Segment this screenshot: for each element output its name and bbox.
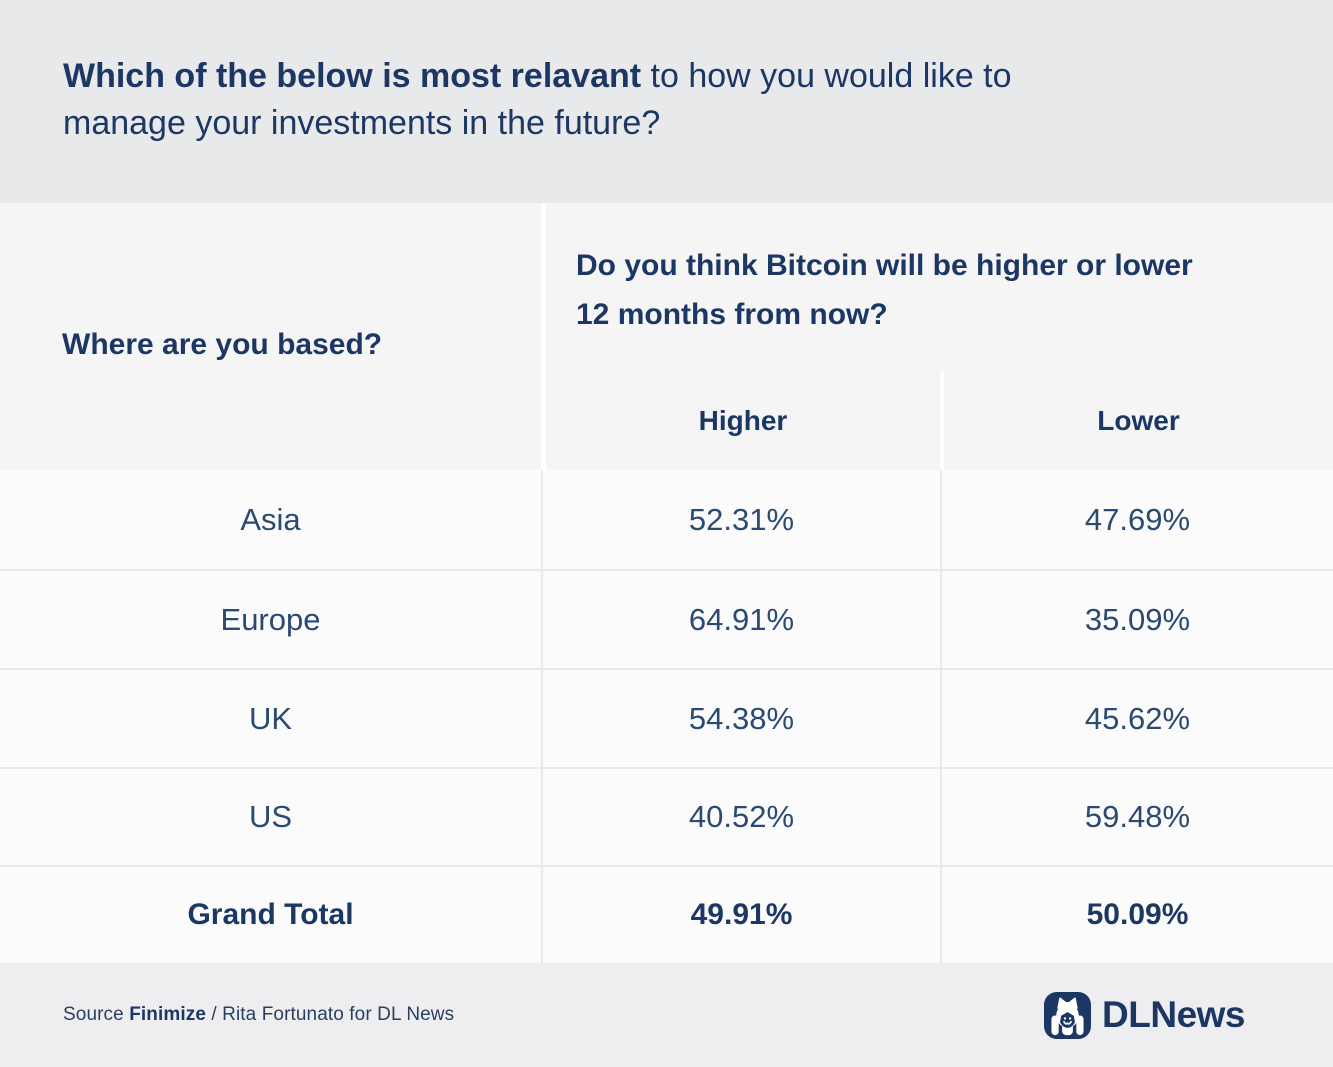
source-label: Source — [63, 1004, 130, 1025]
footer: Source Finimize / Rita Fortunato for DL … — [0, 963, 1333, 1067]
title-line-1: Which of the below is most relavant to h… — [63, 53, 1253, 100]
source-credit: / Rita Fortunato for DL News — [206, 1004, 455, 1025]
region-cell: Asia — [0, 470, 541, 569]
grand-total-lower-cell: 50.09% — [940, 865, 1333, 963]
region-cell: US — [0, 767, 541, 865]
title-regular-text: to how you would like to — [641, 56, 1012, 95]
column-header-lower: Lower — [940, 372, 1333, 470]
survey-results-table: Where are you based? Do you think Bitcoi… — [0, 203, 1333, 963]
title-line-2: manage your investments in the future? — [63, 103, 661, 142]
survey-question-title: Which of the below is most relavant to h… — [0, 0, 1333, 203]
grand-total-label-cell: Grand Total — [0, 865, 541, 963]
column-header-higher: Higher — [541, 372, 940, 470]
source-name: Finimize — [129, 1004, 206, 1025]
higher-value-cell: 40.52% — [541, 767, 940, 865]
region-cell: UK — [0, 668, 541, 767]
wordmark-news: News — [1150, 994, 1245, 1035]
dlnews-wordmark: DL News — [1102, 994, 1245, 1036]
wordmark-dl: DL — [1102, 994, 1151, 1035]
dlnews-logo: DL News — [1044, 991, 1245, 1039]
higher-value-cell: 64.91% — [541, 569, 940, 668]
lower-value-cell: 45.62% — [940, 668, 1333, 767]
dlnews-bear-icon — [1044, 991, 1092, 1039]
region-cell: Europe — [0, 569, 541, 668]
lower-value-cell: 47.69% — [940, 470, 1333, 569]
column-axis-header: Do you think Bitcoin will be higher or l… — [541, 203, 1333, 372]
lower-value-cell: 35.09% — [940, 569, 1333, 668]
column-axis-header-line-2: 12 months from now? — [576, 297, 888, 331]
row-axis-header: Where are you based? — [0, 203, 541, 470]
title-bold-text: Which of the below is most relavant — [63, 56, 642, 95]
higher-value-cell: 52.31% — [541, 470, 940, 569]
lower-value-cell: 59.48% — [940, 767, 1333, 865]
higher-value-cell: 54.38% — [541, 668, 940, 767]
column-axis-header-line-1: Do you think Bitcoin will be higher or l… — [576, 248, 1193, 282]
grand-total-higher-cell: 49.91% — [541, 865, 940, 963]
source-attribution: Source Finimize / Rita Fortunato for DL … — [63, 1004, 454, 1026]
